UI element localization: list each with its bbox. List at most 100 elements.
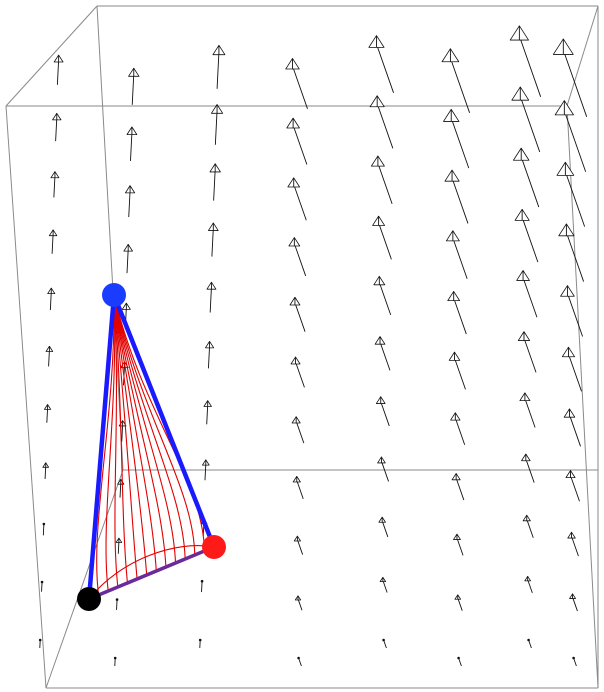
field-arrow [511,86,541,153]
field-arrow [292,475,304,499]
flow-curve [113,294,186,560]
field-arrow [209,163,221,201]
field-arrow [203,400,212,425]
field-arrow [453,533,464,556]
simplex-edge-right [111,292,217,550]
field-arrow [457,656,462,667]
field-arrow [513,147,540,208]
flow-curve [113,294,196,556]
field-arrow [561,346,582,392]
field-arrow [567,531,579,557]
box-edge [566,105,599,689]
field-arrow [128,67,140,105]
field-arrow [519,392,536,428]
field-arrow [521,453,535,483]
field-arrow [560,285,583,337]
field-arrow [200,579,204,593]
field-arrow [290,356,305,388]
flow-curve [105,294,116,592]
box-edge [5,5,98,107]
field-arrow [448,351,466,390]
field-arrow [208,222,219,257]
field-arrow [125,185,136,218]
field-arrow [552,38,588,117]
flow-curve [113,294,167,568]
field-arrow [375,396,390,427]
field-arrow [450,412,466,445]
field-arrow [123,243,133,274]
field-arrow [514,208,539,263]
field-arrow [126,126,138,161]
field-arrow [288,237,307,277]
flow-curve [113,294,177,564]
simplex-triangle [77,283,226,611]
flow-curve [113,294,148,576]
field-arrow [113,656,117,667]
field-arrow [48,229,58,254]
simplex-edge-left [86,292,117,602]
field-arrow [524,575,533,594]
field-arrow [44,404,52,423]
field-arrow [454,594,463,611]
field-arrow [373,275,392,316]
field-arrow [563,408,581,447]
field-arrow [115,598,119,610]
flow-curve [113,294,157,572]
field-arrow [52,112,62,142]
field-arrow [291,416,305,444]
field-arrow [509,25,542,97]
field-arrow [382,638,387,649]
field-arrow [441,48,471,113]
box-edge [5,105,47,689]
field-arrow [45,345,54,367]
field-arrow [293,535,304,555]
field-arrow [374,336,391,371]
field-arrow [285,58,308,109]
field-arrow [378,516,389,538]
field-arrow [294,595,303,611]
field-arrow [42,462,50,480]
field-arrow [368,35,394,93]
top-vertex [102,283,126,307]
field-arrow [47,287,56,311]
field-arrow [286,117,308,165]
field-arrow [40,580,44,592]
field-arrow [556,161,586,227]
box-edge [566,5,599,107]
field-arrow [369,95,394,149]
field-arrow [444,169,469,224]
field-arrow [443,108,470,169]
field-arrow [565,470,580,502]
field-arrow [522,514,534,538]
field-arrow [210,104,224,145]
box-edge [96,5,124,471]
field-arrow [451,473,465,501]
field-arrow [379,576,388,593]
field-arrow [517,331,537,373]
field-arrow [372,215,392,260]
field-arrow [289,296,306,332]
field-arrow [287,177,307,221]
field-arrow [445,230,468,279]
field-arrow [527,638,532,649]
right-vertex [202,535,226,559]
field-arrow [42,522,46,536]
field-arrow [377,456,389,482]
flow-curve [113,294,119,588]
field-arrow [53,54,64,85]
field-arrow [198,638,202,649]
field-arrow [516,270,538,318]
field-arrow [38,638,42,649]
field-arrow [572,656,577,667]
field-arrow [202,459,210,481]
field-arrow [370,155,393,204]
field-arrow [569,593,578,612]
bounding-box [5,5,599,689]
field-arrow [205,340,215,369]
box-edge [45,469,124,689]
field-arrow [50,171,60,198]
vector-field-arrows [38,25,588,667]
flow-curve [113,294,129,584]
field-arrow [297,656,302,667]
